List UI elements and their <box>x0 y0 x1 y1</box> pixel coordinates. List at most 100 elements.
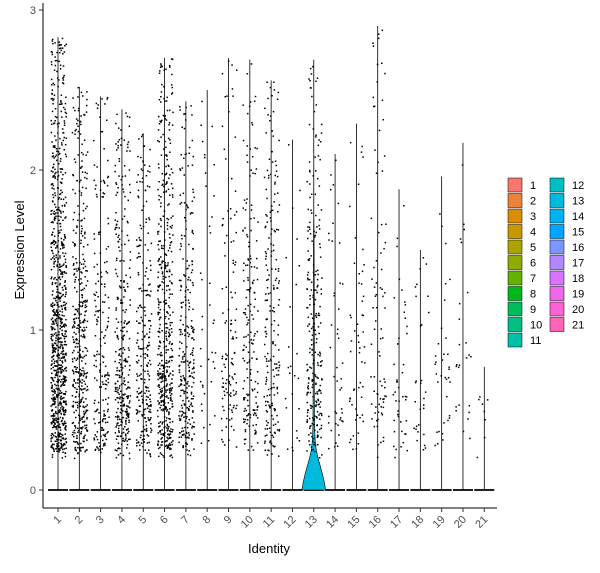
point <box>59 397 62 399</box>
point <box>83 114 86 116</box>
point <box>55 428 58 430</box>
point <box>55 256 57 259</box>
point <box>148 419 151 422</box>
point <box>201 278 203 281</box>
point <box>50 221 53 224</box>
point <box>190 393 193 395</box>
point <box>161 260 163 262</box>
point <box>242 357 244 360</box>
point <box>172 187 174 190</box>
point <box>141 398 144 401</box>
point <box>306 421 308 423</box>
point <box>244 313 247 316</box>
point <box>166 447 169 450</box>
x-tick-label: 13 <box>303 514 320 531</box>
legend-label-21: 21 <box>572 320 584 332</box>
point <box>128 457 131 460</box>
point <box>230 217 232 220</box>
point <box>190 353 192 355</box>
point <box>50 63 53 66</box>
point <box>247 277 249 279</box>
point <box>65 216 67 218</box>
point <box>60 436 62 438</box>
point <box>160 225 162 228</box>
point <box>235 211 238 213</box>
point <box>267 278 269 281</box>
point <box>59 222 62 225</box>
point <box>160 381 162 383</box>
point <box>318 185 321 187</box>
point <box>274 230 276 233</box>
point <box>192 411 194 413</box>
point <box>272 342 274 344</box>
point <box>143 441 145 443</box>
point <box>59 310 61 312</box>
point <box>295 430 298 432</box>
point <box>140 227 143 230</box>
point <box>126 150 128 152</box>
legend-swatch-11 <box>507 332 523 348</box>
point <box>317 284 319 287</box>
point <box>58 449 60 451</box>
point <box>317 399 320 402</box>
point <box>269 431 272 433</box>
point <box>184 420 187 423</box>
point <box>374 149 376 151</box>
point <box>143 336 146 338</box>
point <box>168 442 171 445</box>
point <box>251 357 253 359</box>
point <box>193 421 195 424</box>
point <box>232 262 234 264</box>
point <box>158 257 160 260</box>
point <box>338 242 341 244</box>
point <box>184 404 186 406</box>
point <box>380 441 382 444</box>
point <box>99 309 101 312</box>
point <box>229 404 231 406</box>
point <box>57 296 59 299</box>
point <box>52 241 54 243</box>
point <box>86 91 88 93</box>
point <box>140 442 143 444</box>
point <box>436 431 438 433</box>
point <box>277 91 280 94</box>
point <box>384 292 386 294</box>
point <box>94 294 97 296</box>
point <box>183 157 185 159</box>
point <box>64 428 66 430</box>
point <box>166 396 168 398</box>
point <box>191 439 193 441</box>
point <box>62 407 64 410</box>
point <box>114 360 116 363</box>
point <box>319 351 321 354</box>
point <box>184 426 186 429</box>
point <box>317 326 320 328</box>
point <box>74 346 77 348</box>
point <box>190 325 192 327</box>
point <box>57 364 59 366</box>
point <box>157 285 159 287</box>
point <box>64 284 66 287</box>
point <box>101 283 103 285</box>
point <box>107 176 109 179</box>
point <box>105 380 107 382</box>
point <box>58 79 60 81</box>
point <box>264 449 266 451</box>
point <box>82 410 85 413</box>
point <box>403 311 405 313</box>
point <box>100 386 102 388</box>
point <box>164 140 166 143</box>
point <box>53 396 56 398</box>
point <box>161 423 163 425</box>
point <box>255 240 258 242</box>
point <box>80 91 83 94</box>
point <box>73 263 75 265</box>
x-tick-label: 8 <box>201 514 214 527</box>
point <box>102 311 104 314</box>
point <box>270 243 272 245</box>
point <box>157 276 159 279</box>
point <box>167 188 170 191</box>
point <box>341 412 343 414</box>
point <box>360 283 363 285</box>
point <box>256 409 258 411</box>
